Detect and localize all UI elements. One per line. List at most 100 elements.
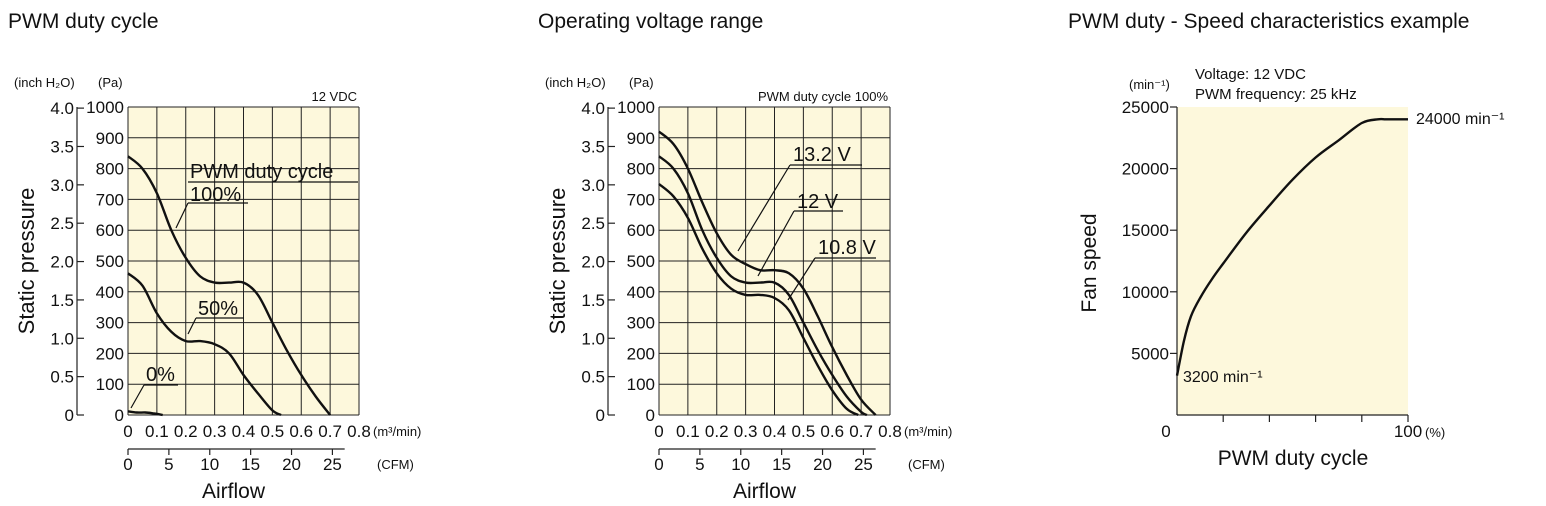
chart1-x-tick-label: 0.5 bbox=[261, 422, 285, 441]
chart2-y-tick-label: 500 bbox=[627, 252, 655, 271]
chart2-y2-tick-label: 1.0 bbox=[581, 329, 605, 348]
chart2-y-tick-label: 200 bbox=[627, 344, 655, 363]
chart1-y-tick-label: 700 bbox=[96, 190, 124, 209]
chart1-note: 12 VDC bbox=[311, 89, 357, 104]
chart2-y-tick-label: 400 bbox=[627, 283, 655, 302]
chart2-y-tick-label: 0 bbox=[646, 406, 655, 425]
chart2-y2-tick-label: 0 bbox=[596, 406, 605, 425]
chart2-y-tick-label: 100 bbox=[627, 375, 655, 394]
chart1-y-tick-label: 600 bbox=[96, 221, 124, 240]
chart1-label-50: 50% bbox=[198, 298, 238, 320]
chart2-series-line-2 bbox=[658, 183, 859, 417]
chart2-series-line-0 bbox=[658, 130, 877, 416]
chart1-legend-title: PWM duty cycle bbox=[190, 161, 333, 183]
chart2-y2-tick-label: 2.5 bbox=[581, 214, 605, 233]
chart2-y-tick-label: 600 bbox=[627, 221, 655, 240]
chart2-y-tick-label: 300 bbox=[627, 314, 655, 333]
chart1-x2-tick-label: 10 bbox=[200, 455, 219, 474]
chart3-y-tick-label: 25000 bbox=[1122, 98, 1169, 117]
chart3-y-tick-label: 15000 bbox=[1122, 221, 1169, 240]
chart1-ylabel: Static pressure bbox=[14, 188, 39, 335]
chart3-ylabel: Fan speed bbox=[1078, 213, 1101, 312]
chart1-series-line-2 bbox=[127, 410, 163, 417]
chart3-note-voltage: Voltage: 12 VDC bbox=[1195, 66, 1306, 83]
chart2-x2-tick-label: 0 bbox=[654, 455, 663, 474]
chart2-leader-13v2 bbox=[737, 164, 791, 252]
chart1-title: PWM duty cycle bbox=[8, 10, 159, 33]
chart1-y-tick-label: 100 bbox=[96, 375, 124, 394]
chart1-x-tick-label: 0 bbox=[123, 422, 132, 441]
chart2-y2-tick-label: 0.5 bbox=[581, 368, 605, 387]
chart2-x2-tick-label: 10 bbox=[731, 455, 750, 474]
chart1-x-tick-label: 0.3 bbox=[203, 422, 227, 441]
chart2-y-tick-label: 700 bbox=[627, 190, 655, 209]
chart3-series-line bbox=[1175, 117, 1408, 376]
chart3-x-tick-label-0: 0 bbox=[1161, 422, 1170, 441]
chart1-xlabel: Airflow bbox=[202, 480, 266, 503]
chart2-x-tick-label: 0.1 bbox=[676, 422, 700, 441]
chart1-x-tick-label: 0.1 bbox=[145, 422, 169, 441]
chart1-x2-tick-label: 5 bbox=[164, 455, 173, 474]
chart2-x-unit: (m³/min) bbox=[904, 424, 952, 439]
chart1-leader-100 bbox=[175, 202, 189, 229]
chart1-series-line-1 bbox=[127, 272, 282, 417]
chart2-x2-tick-label: 20 bbox=[813, 455, 832, 474]
chart1-y2-tick-label: 3.5 bbox=[50, 137, 74, 156]
chart1-y2-tick-label: 3.0 bbox=[50, 176, 74, 195]
chart1-x2-tick-label: 0 bbox=[123, 455, 132, 474]
chart2-x-tick-label: 0.8 bbox=[878, 422, 902, 441]
chart2-series-line-1 bbox=[658, 155, 868, 417]
chart2-x-tick-label: 0.3 bbox=[734, 422, 758, 441]
chart2-y2-tick-label: 3.0 bbox=[581, 176, 605, 195]
chart1-x2-tick-label: 20 bbox=[282, 455, 301, 474]
chart2-y2-tick-label: 4.0 bbox=[581, 99, 605, 118]
chart3-plot-area bbox=[1177, 107, 1408, 415]
chart1-y-tick-label: 400 bbox=[96, 283, 124, 302]
chart3-note-frequency: PWM frequency: 25 kHz bbox=[1195, 86, 1357, 103]
chart1-y2-tick-label: 0.5 bbox=[50, 368, 74, 387]
chart2-label-10v8: 10.8 V bbox=[818, 237, 876, 259]
chart2-label-13v2: 13.2 V bbox=[793, 144, 851, 166]
chart1-y-tick-label: 0 bbox=[115, 406, 124, 425]
chart2-x-tick-label: 0.7 bbox=[849, 422, 873, 441]
chart1-y2-tick-label: 2.5 bbox=[50, 214, 74, 233]
chart2-x2-tick-label: 5 bbox=[695, 455, 704, 474]
chart2-xlabel: Airflow bbox=[733, 480, 797, 503]
chart1-y2-tick-label: 1.5 bbox=[50, 291, 74, 310]
chart2-x2-tick-label: 25 bbox=[854, 455, 873, 474]
chart3-y-tick-label: 20000 bbox=[1122, 160, 1169, 179]
chart3-xlabel: PWM duty cycle bbox=[1218, 447, 1369, 470]
chart2-note: PWM duty cycle 100% bbox=[758, 89, 888, 104]
chart2-unit-pa: (Pa) bbox=[629, 75, 654, 90]
chart1-y2-tick-label: 2.0 bbox=[50, 253, 74, 272]
chart2-y-tick-label: 800 bbox=[627, 160, 655, 179]
chart2-x2-tick-label: 15 bbox=[772, 455, 791, 474]
chart3-label-min: 3200 min⁻¹ bbox=[1183, 369, 1263, 386]
chart2-unit-inch: (inch H₂O) bbox=[545, 75, 606, 90]
chart2-y2-tick-label: 2.0 bbox=[581, 253, 605, 272]
chart1-y-tick-label: 900 bbox=[96, 129, 124, 148]
chart2-x2-unit: (CFM) bbox=[908, 457, 945, 472]
chart1-y2-tick-label: 1.0 bbox=[50, 329, 74, 348]
chart2-x-tick-label: 0.6 bbox=[820, 422, 844, 441]
chart2-x-tick-label: 0.5 bbox=[792, 422, 816, 441]
chart2-label-12v: 12 V bbox=[797, 191, 839, 213]
chart1-leader-0 bbox=[130, 384, 145, 409]
chart1-series-line-0 bbox=[127, 155, 332, 416]
chart2-x-tick-label: 0.4 bbox=[763, 422, 787, 441]
chart1-x2-unit: (CFM) bbox=[377, 457, 414, 472]
chart1-x-tick-label: 0.2 bbox=[174, 422, 198, 441]
chart3-label-max: 24000 min⁻¹ bbox=[1416, 111, 1505, 128]
chart1-x-tick-label: 0.4 bbox=[232, 422, 256, 441]
chart3-title: PWM duty - Speed characteristics example bbox=[1068, 10, 1470, 33]
chart2-y-tick-label: 1000 bbox=[617, 98, 655, 117]
chart2-x-tick-label: 0.2 bbox=[705, 422, 729, 441]
chart1-x2-tick-label: 25 bbox=[323, 455, 342, 474]
chart3-x-tick-label-100: 100 bbox=[1394, 422, 1422, 441]
chart1-x-tick-label: 0.6 bbox=[289, 422, 313, 441]
chart1-unit-pa: (Pa) bbox=[98, 75, 123, 90]
chart1-x2-tick-label: 15 bbox=[241, 455, 260, 474]
chart1-unit-inch: (inch H₂O) bbox=[14, 75, 75, 90]
chart1-leader-50 bbox=[187, 317, 197, 335]
